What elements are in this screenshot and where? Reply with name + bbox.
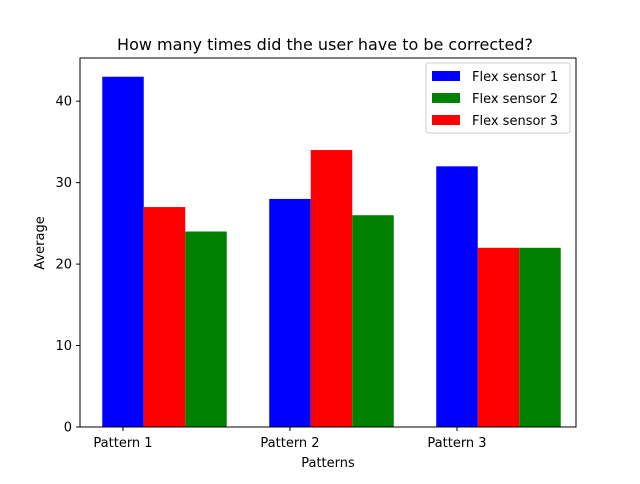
bar-flex-sensor-2-pattern-3 [519,247,561,427]
x-tick-label: Pattern 1 [93,436,152,451]
legend-label: Flex sensor 2 [472,92,558,107]
y-tick-label: 10 [55,339,72,354]
y-tick-label: 0 [64,421,72,436]
bar-flex-sensor-1-pattern-1 [102,76,144,427]
legend-label: Flex sensor 3 [472,114,558,129]
legend-swatch [432,93,460,103]
y-tick-label: 20 [55,258,72,273]
bar-flex-sensor-2-pattern-2 [352,215,394,427]
bar-flex-sensor-1-pattern-2 [269,198,311,427]
bar-flex-sensor-3-pattern-2 [310,150,353,427]
x-tick-label: Pattern 2 [260,436,319,451]
x-axis-label: Patterns [301,456,355,471]
y-tick-label: 30 [55,176,72,191]
legend-frame [425,62,571,134]
bar-flex-sensor-1-pattern-3 [436,166,478,427]
legend-swatch [432,71,460,81]
bar-flex-sensor-3-pattern-3 [477,247,520,427]
legend-label: Flex sensor 1 [472,70,558,85]
legend: Flex sensor 1 Flex sensor 2 Flex sensor 3 [425,62,571,134]
y-axis-label: Average [33,216,48,269]
chart-title: How many times did the user have to be c… [117,35,533,54]
y-tick-label: 40 [55,95,72,110]
plot-frame [79,57,577,428]
x-tick-label: Pattern 3 [427,436,486,451]
bar-flex-sensor-3-pattern-1 [143,207,186,427]
legend-swatch [432,115,460,125]
bar-flex-sensor-2-pattern-1 [185,231,227,427]
